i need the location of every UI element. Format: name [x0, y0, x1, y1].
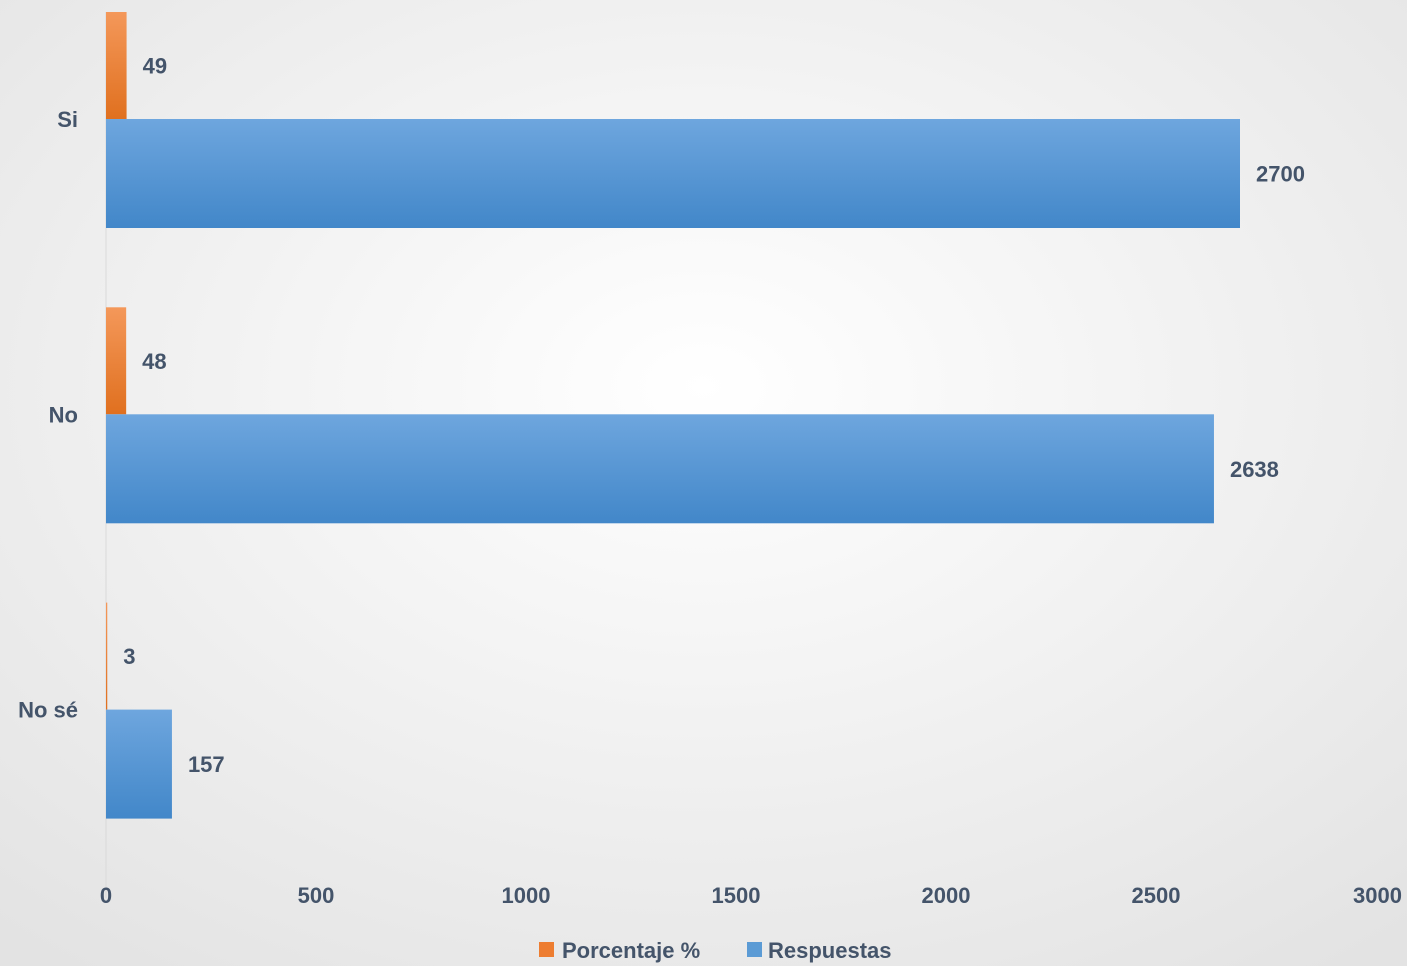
- data-label-0-0: 49: [143, 54, 167, 79]
- data-label-0-2: 3: [123, 644, 135, 669]
- x-tick-label-2: 1000: [502, 883, 551, 908]
- category-label-2: No sé: [18, 698, 78, 723]
- data-label-1-2: 157: [188, 752, 225, 777]
- category-label-1: No: [49, 402, 78, 427]
- x-tick-label-3: 1500: [712, 883, 761, 908]
- data-label-1-1: 2638: [1230, 457, 1279, 482]
- legend-label-0: Porcentaje %: [562, 938, 700, 963]
- x-tick-label-5: 2500: [1132, 883, 1181, 908]
- x-tick-label-6: 3000: [1353, 883, 1402, 908]
- bar-porcentaje-0: [106, 12, 127, 119]
- bar-porcentaje-2: [106, 602, 108, 710]
- legend: Porcentaje % Respuestas: [539, 938, 892, 963]
- x-tick-label-4: 2000: [922, 883, 971, 908]
- x-tick-label-0: 0: [100, 883, 112, 908]
- plot-area: Si 49 2700 No 48 2638 No sé 3 157 0 500 1000 1500 200…: [18, 12, 1402, 908]
- data-label-1-0: 2700: [1256, 162, 1305, 187]
- category-label-0: Si: [57, 107, 78, 132]
- x-tick-label-1: 500: [298, 883, 335, 908]
- bar-respuestas-2: [106, 709, 172, 819]
- legend-swatch-0: [539, 942, 554, 957]
- legend-swatch-1: [747, 942, 762, 957]
- legend-label-1: Respuestas: [768, 938, 892, 963]
- data-label-0-1: 48: [142, 349, 166, 374]
- bar-respuestas-1: [106, 414, 1214, 524]
- bar-respuestas-0: [106, 119, 1240, 228]
- bar-porcentaje-1: [106, 307, 127, 415]
